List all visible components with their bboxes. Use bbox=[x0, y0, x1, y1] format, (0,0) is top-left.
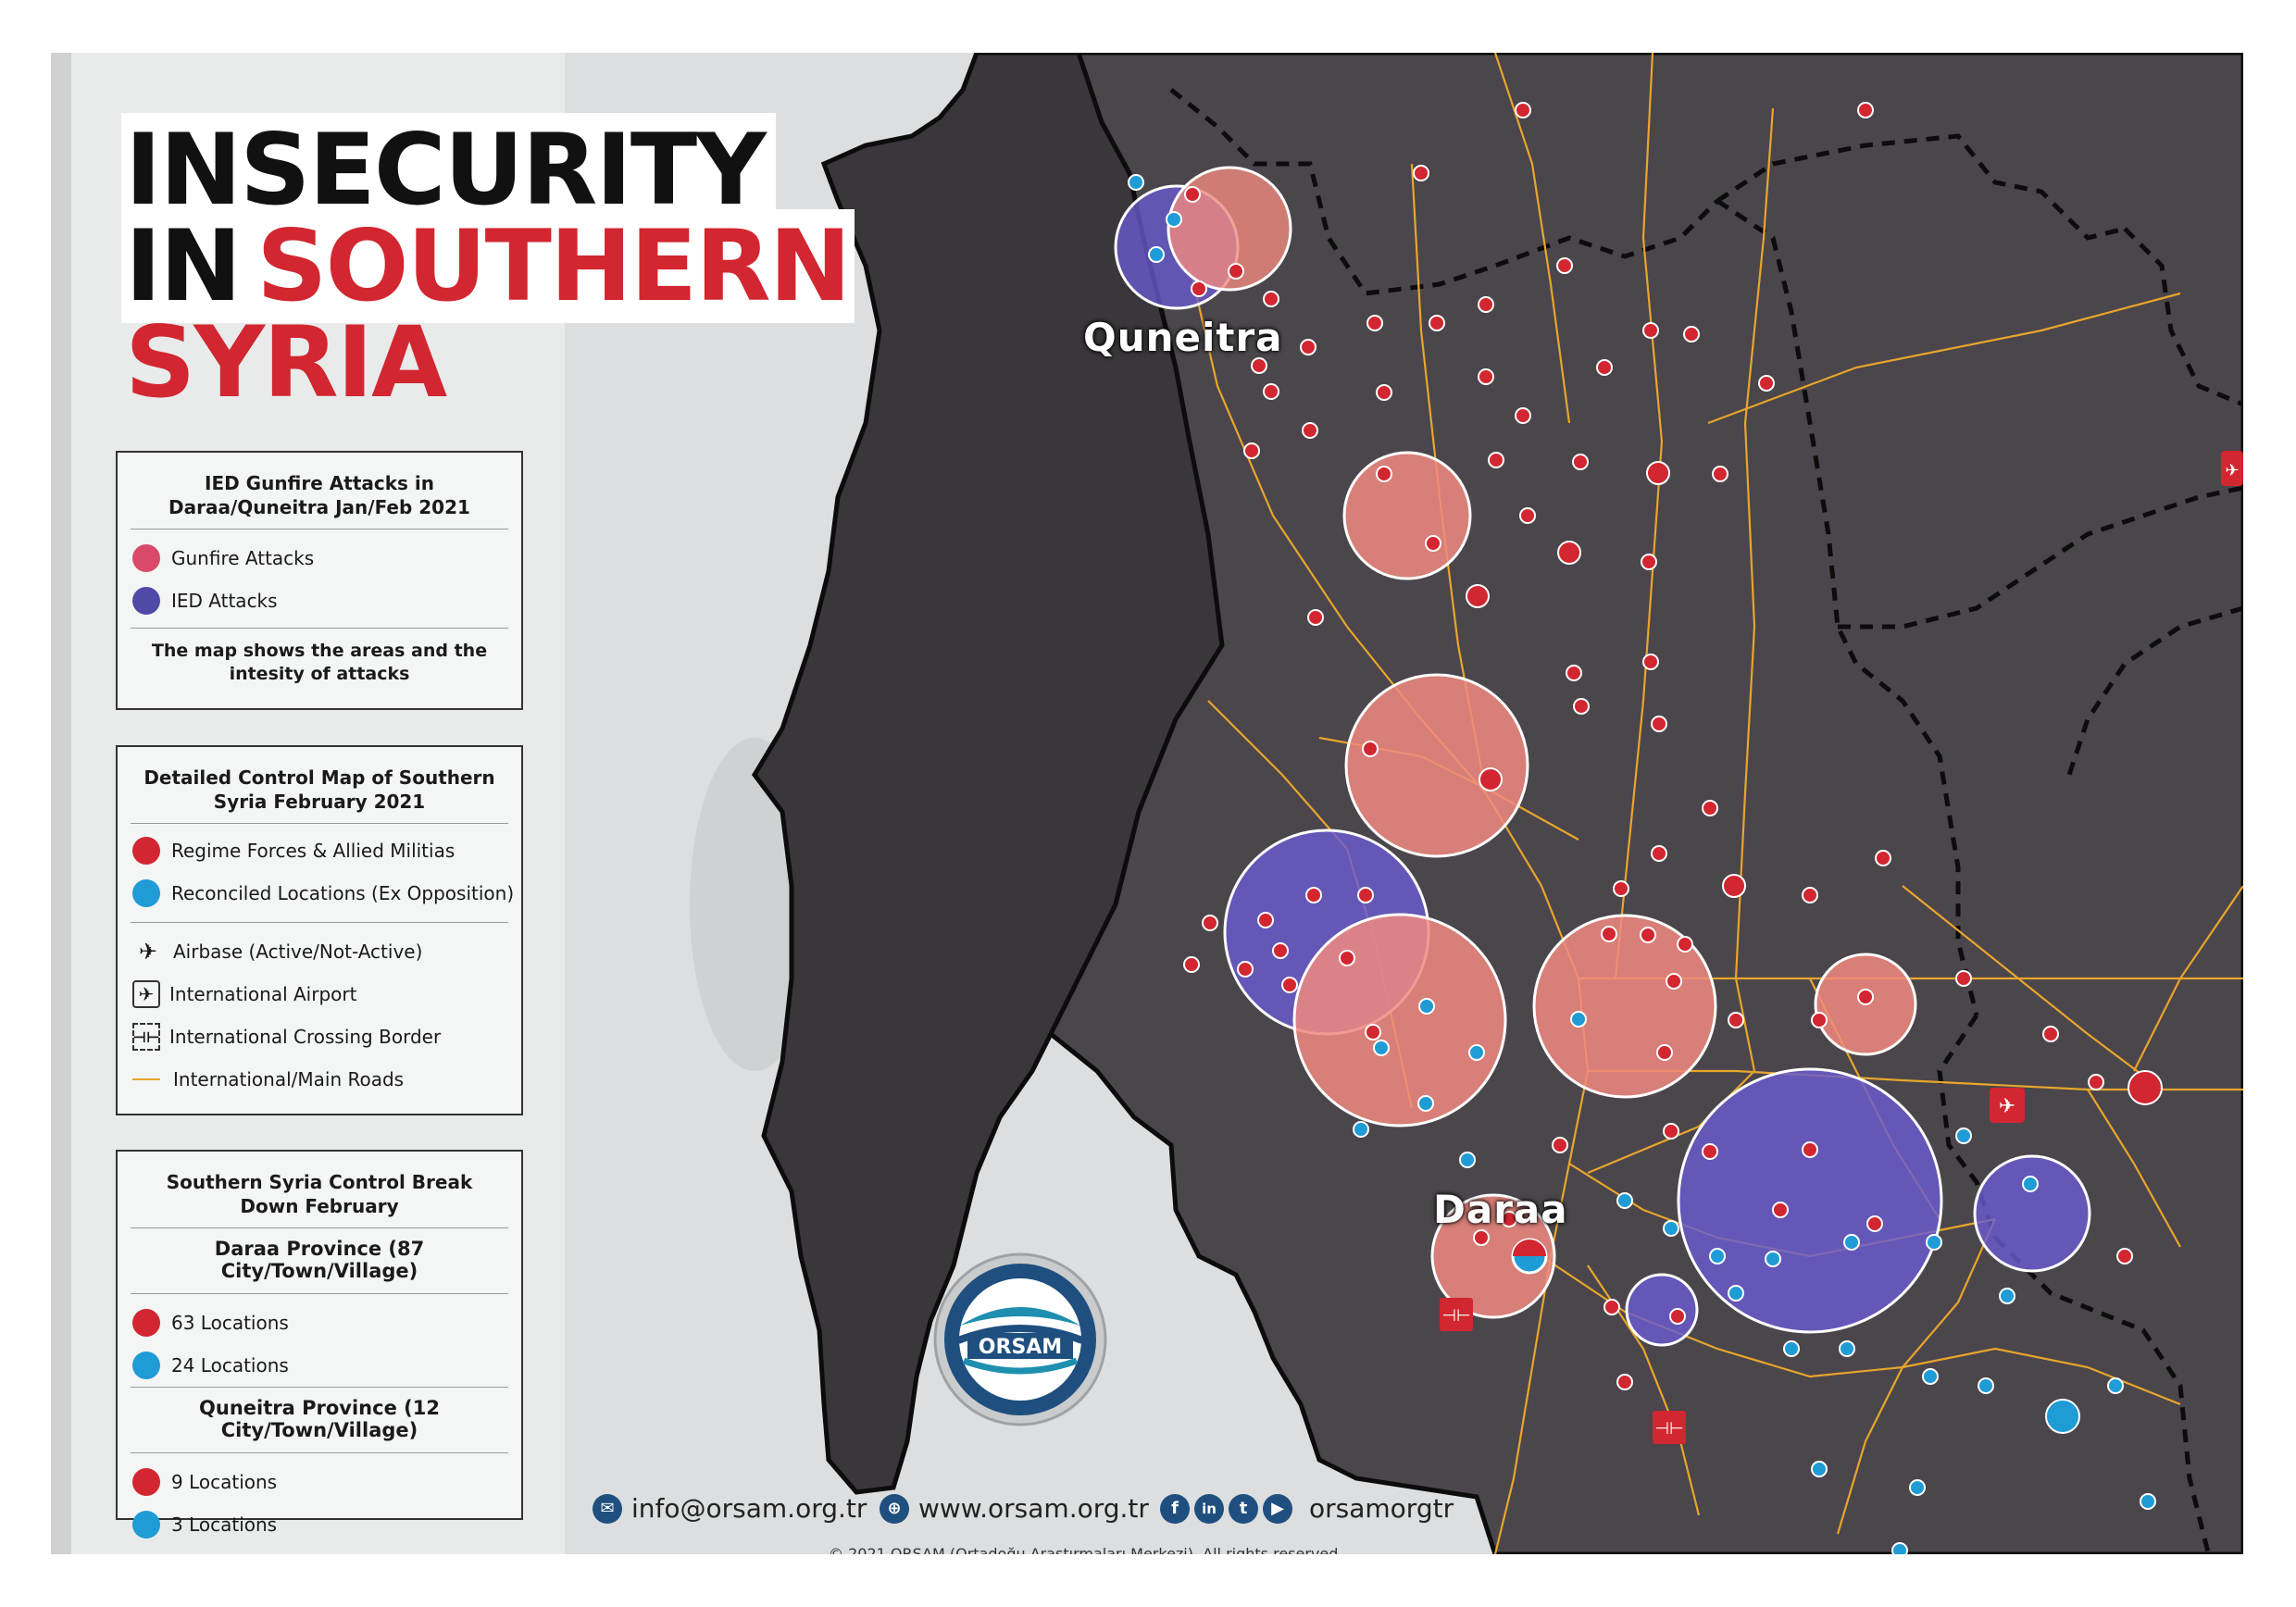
airbase-icon: ✈ bbox=[2221, 451, 2243, 486]
website-text: www.orsam.org.tr bbox=[918, 1493, 1149, 1524]
syria-region bbox=[1047, 53, 2243, 1554]
orsam-logo: ORSAM bbox=[933, 1252, 1107, 1426]
airbase-icon: ✈ bbox=[138, 939, 158, 965]
legend-divider bbox=[131, 922, 508, 923]
reconciled-swatch bbox=[132, 879, 160, 907]
legend-control-panel: Detailed Control Map of Southern Syria F… bbox=[116, 745, 523, 1115]
city-label-quneitra: Quneitra bbox=[1083, 315, 1283, 360]
gunfire-attack-circle bbox=[1430, 1193, 1556, 1319]
reconciled-swatch bbox=[132, 1511, 160, 1538]
svg-text:⊣⊢: ⊣⊢ bbox=[1654, 1419, 1683, 1439]
city-label-daraa: Daraa bbox=[1433, 1187, 1568, 1232]
gunfire-attack-circle bbox=[1342, 451, 1472, 580]
legend-item-label: International Crossing Border bbox=[169, 1026, 442, 1048]
gunfire-swatch bbox=[132, 544, 160, 572]
legend-item-gunfire: Gunfire Attacks bbox=[118, 537, 521, 579]
facebook-icon[interactable]: f bbox=[1160, 1493, 1190, 1524]
email-text: info@orsam.org.tr bbox=[631, 1493, 867, 1524]
border-crossing-icon: ⊣⊢ bbox=[132, 1023, 160, 1051]
legend-item-roads: International/Main Roads bbox=[118, 1058, 521, 1101]
svg-text:✈: ✈ bbox=[2225, 461, 2239, 480]
legend-item-label: International Airport bbox=[169, 983, 357, 1005]
map-sheet: ✈ ✈ ⊣⊢ ⊣⊢ INSECURITY IN SOUTHERN SYRIA IE… bbox=[51, 53, 2243, 1554]
airport-icon: ✈ bbox=[132, 980, 160, 1008]
legend-item-label: Regime Forces & Allied Militias bbox=[171, 840, 455, 862]
daraa-regime-count: 63 Locations bbox=[118, 1302, 521, 1344]
contact-website[interactable]: ⊕ www.orsam.org.tr bbox=[880, 1493, 1149, 1524]
daraa-province-label: Daraa Province (87 City/Town/Village) bbox=[131, 1228, 508, 1294]
quneitra-province-label: Quneitra Province (12 City/Town/Village) bbox=[131, 1387, 508, 1453]
airbase-icon: ✈ bbox=[1990, 1088, 2025, 1123]
twitter-icon[interactable]: t bbox=[1229, 1493, 1258, 1524]
title-line-1: INSECURITY bbox=[121, 113, 776, 227]
daraa-center-marker bbox=[1511, 1238, 1548, 1275]
legend-item-regime: Regime Forces & Allied Militias bbox=[118, 829, 521, 872]
quneitra-regime-count: 9 Locations bbox=[118, 1461, 521, 1503]
legend-item-label: Gunfire Attacks bbox=[171, 547, 315, 569]
legend-item-reconciled: Reconciled Locations (Ex Opposition) bbox=[118, 872, 521, 915]
ied-attack-circle bbox=[1677, 1067, 1943, 1334]
count-label: 3 Locations bbox=[171, 1514, 278, 1536]
map-canvas: ✈ ✈ ⊣⊢ ⊣⊢ bbox=[565, 53, 2243, 1554]
legend-item-border-crossing: ⊣⊢ International Crossing Border bbox=[118, 1015, 521, 1058]
reconciled-swatch bbox=[132, 1352, 160, 1379]
count-label: 63 Locations bbox=[171, 1312, 289, 1334]
legend-item-airport: ✈ International Airport bbox=[118, 973, 521, 1015]
ied-swatch bbox=[132, 587, 160, 615]
social-handle-text: orsamorgtr bbox=[1309, 1493, 1454, 1524]
title-line-3: SYRIA bbox=[125, 305, 447, 419]
border-crossing-icon: ⊣⊢ bbox=[1440, 1298, 1473, 1331]
count-label: 24 Locations bbox=[171, 1354, 289, 1377]
legend-item-airbase: ✈ Airbase (Active/Not-Active) bbox=[118, 930, 521, 973]
quneitra-reconciled-count: 3 Locations bbox=[118, 1503, 521, 1546]
ied-attack-circle bbox=[1973, 1154, 2091, 1273]
linkedin-icon[interactable]: in bbox=[1194, 1493, 1224, 1524]
legend-breakdown-heading: Southern Syria Control Break Down Februa… bbox=[131, 1152, 508, 1228]
ied-attack-circle bbox=[1625, 1273, 1699, 1347]
legend-breakdown-panel: Southern Syria Control Break Down Februa… bbox=[116, 1150, 523, 1538]
road-line-icon bbox=[132, 1078, 160, 1080]
legend-item-label: Reconciled Locations (Ex Opposition) bbox=[171, 882, 515, 904]
regime-locations bbox=[1183, 102, 2163, 1390]
reconciled-locations bbox=[1128, 174, 2156, 1554]
contact-email[interactable]: ✉ info@orsam.org.tr bbox=[593, 1493, 867, 1524]
regime-swatch bbox=[132, 837, 160, 865]
contact-social[interactable]: f in t ▶ orsamorgtr bbox=[1160, 1493, 1454, 1524]
title-line-2-black: IN bbox=[121, 209, 252, 323]
daraa-reconciled-count: 24 Locations bbox=[118, 1344, 521, 1387]
legend-item-label: International/Main Roads bbox=[173, 1068, 405, 1090]
page-title: INSECURITY IN SOUTHERN SYRIA bbox=[121, 113, 855, 412]
title-line-2-red: SOUTHERN bbox=[251, 209, 855, 323]
legend-item-label: IED Attacks bbox=[171, 590, 278, 612]
email-icon: ✉ bbox=[593, 1493, 622, 1524]
gunfire-attack-circle bbox=[1344, 673, 1529, 858]
gunfire-attack-circle bbox=[1292, 913, 1507, 1127]
svg-text:⊣⊢: ⊣⊢ bbox=[1441, 1306, 1470, 1326]
regime-swatch bbox=[132, 1468, 160, 1496]
legend-item-label: Airbase (Active/Not-Active) bbox=[173, 941, 423, 963]
copyright-text: © 2021 ORSAM (Ortadoğu Araştırmaları Mer… bbox=[829, 1545, 1343, 1554]
border-crossing-icon: ⊣⊢ bbox=[1653, 1411, 1686, 1444]
legend-control-heading: Detailed Control Map of Southern Syria F… bbox=[131, 747, 508, 824]
globe-icon: ⊕ bbox=[880, 1493, 909, 1524]
legend-item-ied: IED Attacks bbox=[118, 579, 521, 622]
logo-text: ORSAM bbox=[979, 1336, 1062, 1359]
attack-circles bbox=[1114, 166, 2091, 1347]
count-label: 9 Locations bbox=[171, 1471, 278, 1493]
legend-attacks-heading: IED Gunfire Attacks in Daraa/Quneitra Ja… bbox=[131, 453, 508, 529]
svg-text:✈: ✈ bbox=[1999, 1095, 2015, 1118]
legend-attacks-note: The map shows the areas and the intesity… bbox=[131, 628, 508, 701]
left-margin-bar bbox=[51, 53, 71, 1554]
youtube-icon[interactable]: ▶ bbox=[1263, 1493, 1292, 1524]
regime-swatch bbox=[132, 1309, 160, 1337]
legend-attacks-panel: IED Gunfire Attacks in Daraa/Quneitra Ja… bbox=[116, 451, 523, 710]
